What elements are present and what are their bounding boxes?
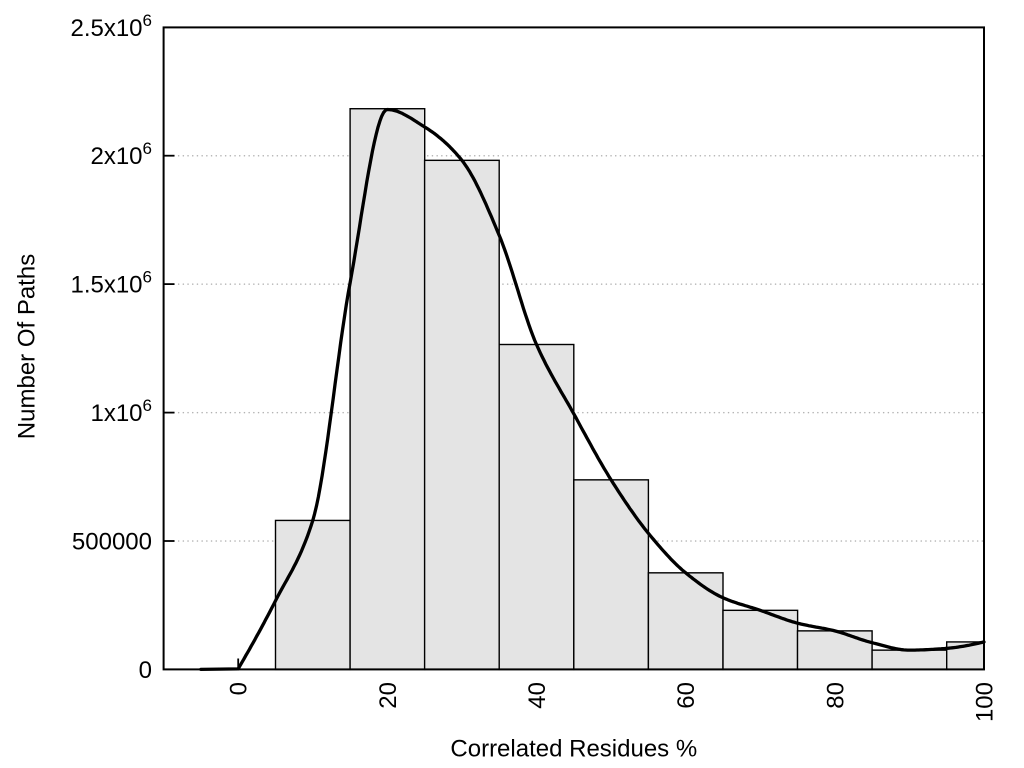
svg-text:Correlated Residues %: Correlated Residues % [450,736,697,763]
svg-text:20: 20 [375,682,402,709]
svg-text:500000: 500000 [72,529,152,556]
svg-text:80: 80 [822,682,849,709]
svg-text:2.5x106: 2.5x106 [70,11,152,42]
svg-text:40: 40 [524,682,551,709]
svg-text:1x106: 1x106 [90,396,152,427]
svg-text:0: 0 [139,657,152,684]
svg-text:100: 100 [972,682,999,722]
svg-text:2x106: 2x106 [90,139,152,170]
svg-text:60: 60 [673,682,700,709]
svg-text:0: 0 [226,682,253,695]
svg-text:Number Of Paths: Number Of Paths [13,254,40,439]
svg-text:1.5x106: 1.5x106 [70,268,152,299]
